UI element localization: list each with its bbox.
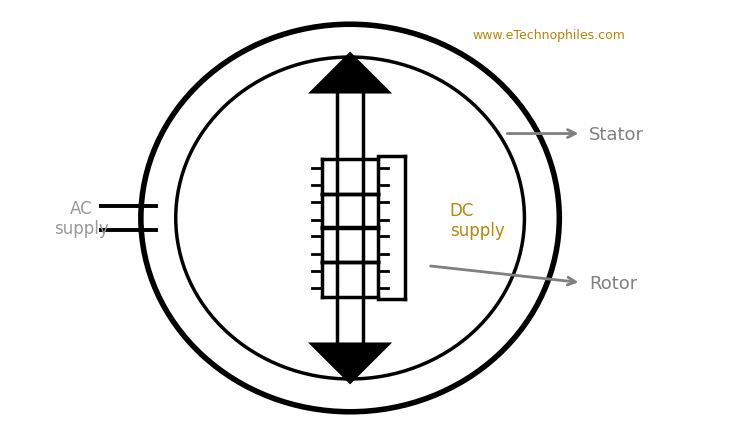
- Polygon shape: [312, 55, 388, 92]
- Text: Rotor: Rotor: [589, 274, 637, 292]
- Text: DC
supply: DC supply: [450, 201, 504, 240]
- Text: www.eTechnophiles.com: www.eTechnophiles.com: [473, 28, 626, 42]
- Text: AC
supply: AC supply: [54, 199, 108, 238]
- Polygon shape: [312, 344, 388, 382]
- Text: Stator: Stator: [589, 125, 644, 143]
